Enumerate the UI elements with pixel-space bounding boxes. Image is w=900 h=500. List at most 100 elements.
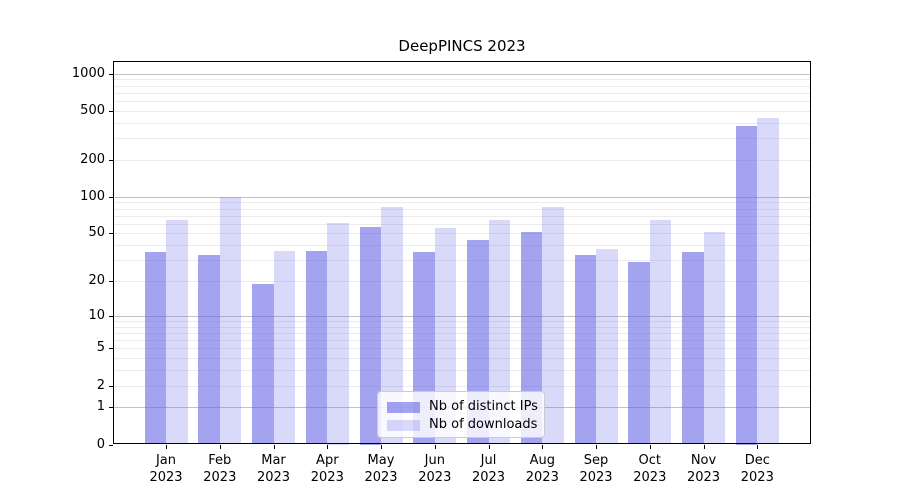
gridline-minor: [113, 233, 811, 235]
y-tick-label: 200: [80, 151, 105, 167]
x-tick-label: Sep 2023: [579, 453, 613, 485]
y-tick-label: 20: [88, 273, 105, 289]
y-tick-mark: [109, 315, 113, 317]
gridline-minor: [113, 326, 811, 328]
gridline-minor: [113, 358, 811, 360]
bar-distinct-ips: [574, 255, 596, 445]
gridline-minor: [113, 260, 811, 262]
gridline-minor: [113, 202, 811, 204]
gridline-major: [113, 73, 811, 75]
y-tick-label: 500: [80, 102, 105, 118]
bar-distinct-ips: [305, 250, 328, 445]
y-tick-mark: [109, 348, 113, 350]
bar-downloads: [434, 228, 457, 445]
legend: Nb of distinct IPs Nb of downloads: [377, 391, 545, 438]
x-tick-label: Jun 2023: [418, 453, 452, 485]
bar-downloads: [381, 206, 403, 445]
legend-swatch-distinct-ips: [387, 401, 420, 413]
bar-downloads: [703, 232, 725, 445]
bar-downloads: [757, 117, 779, 445]
gridline-minor: [113, 223, 811, 225]
x-tick-mark: [596, 445, 597, 449]
x-tick-label: Oct 2023: [633, 453, 667, 485]
legend-item-distinct-ips: Nb of distinct IPs: [387, 398, 538, 416]
x-tick-mark: [166, 445, 167, 449]
x-tick-label: Mar 2023: [256, 453, 291, 485]
gridline-minor: [113, 320, 811, 322]
legend-label-downloads: Nb of downloads: [429, 417, 538, 432]
legend-label-distinct-ips: Nb of distinct IPs: [429, 399, 538, 414]
y-tick-mark: [109, 233, 113, 235]
x-tick-mark: [703, 445, 705, 449]
y-tick-label: 0: [96, 436, 105, 452]
bar-distinct-ips: [198, 255, 220, 445]
x-tick-mark: [327, 445, 329, 449]
bar-distinct-ips: [628, 261, 650, 445]
gridline-minor: [113, 92, 811, 94]
y-tick-label: 2: [96, 377, 105, 393]
gridline-minor: [113, 281, 811, 283]
x-tick-mark: [219, 445, 221, 449]
x-tick-mark: [757, 445, 759, 449]
bar-downloads: [542, 206, 564, 445]
bar-downloads: [596, 249, 618, 445]
legend-swatch-downloads: [387, 419, 420, 431]
gridline-major: [113, 315, 811, 317]
y-tick-mark: [109, 159, 113, 161]
x-tick-label: Jan 2023: [149, 453, 183, 485]
y-tick-label: 5: [96, 340, 105, 356]
bar-distinct-ips: [359, 226, 381, 445]
y-tick-mark: [109, 73, 113, 75]
gridline-minor: [113, 122, 811, 124]
x-tick-mark: [434, 445, 436, 449]
bar-downloads: [488, 219, 510, 445]
gridline-minor: [113, 85, 811, 87]
y-tick-mark: [109, 407, 113, 409]
gridline-minor: [113, 385, 811, 387]
gridline-minor: [113, 208, 811, 210]
x-tick-label: May 2023: [364, 453, 398, 485]
gridline-minor: [113, 370, 811, 372]
y-tick-label: 1000: [71, 65, 105, 81]
x-tick-label: Dec 2023: [740, 453, 774, 485]
y-tick-label: 50: [88, 225, 105, 241]
gridline-minor: [113, 159, 811, 161]
x-tick-mark: [381, 445, 382, 449]
x-tick-mark: [273, 445, 275, 449]
gridline-minor: [113, 348, 811, 350]
bar-distinct-ips: [252, 283, 274, 445]
x-tick-label: Apr 2023: [310, 453, 344, 485]
x-tick-label: Feb 2023: [203, 453, 237, 485]
y-tick-label: 10: [88, 307, 105, 323]
y-tick-mark: [109, 444, 113, 446]
x-tick-label: Aug 2023: [525, 453, 559, 485]
bar-downloads: [327, 223, 349, 445]
x-tick-mark: [649, 445, 651, 449]
gridline-minor: [113, 110, 811, 112]
x-tick-label: Nov 2023: [686, 453, 721, 485]
x-tick-mark: [542, 445, 544, 449]
gridline-major: [113, 196, 811, 198]
bar-downloads: [649, 220, 672, 445]
y-tick-mark: [109, 110, 113, 112]
gridline-minor: [113, 340, 811, 341]
y-tick-mark: [109, 385, 113, 387]
chart-title: DeepPINCS 2023: [398, 37, 526, 55]
gridline-minor: [113, 332, 811, 334]
legend-item-downloads: Nb of downloads: [387, 416, 538, 434]
gridline-minor: [113, 101, 811, 102]
gridline-minor: [113, 215, 811, 217]
y-tick-mark: [109, 281, 113, 283]
y-tick-label: 100: [80, 188, 105, 204]
x-tick-mark: [488, 445, 490, 449]
bar-downloads: [166, 219, 188, 445]
bar-distinct-ips: [682, 252, 704, 445]
x-tick-label: Jul 2023: [471, 453, 506, 485]
gridline-minor: [113, 245, 811, 247]
y-tick-label: 1: [96, 399, 105, 415]
bar-downloads: [273, 250, 295, 445]
y-tick-mark: [109, 196, 113, 198]
gridline-minor: [113, 138, 811, 140]
bar-downloads: [219, 196, 242, 445]
